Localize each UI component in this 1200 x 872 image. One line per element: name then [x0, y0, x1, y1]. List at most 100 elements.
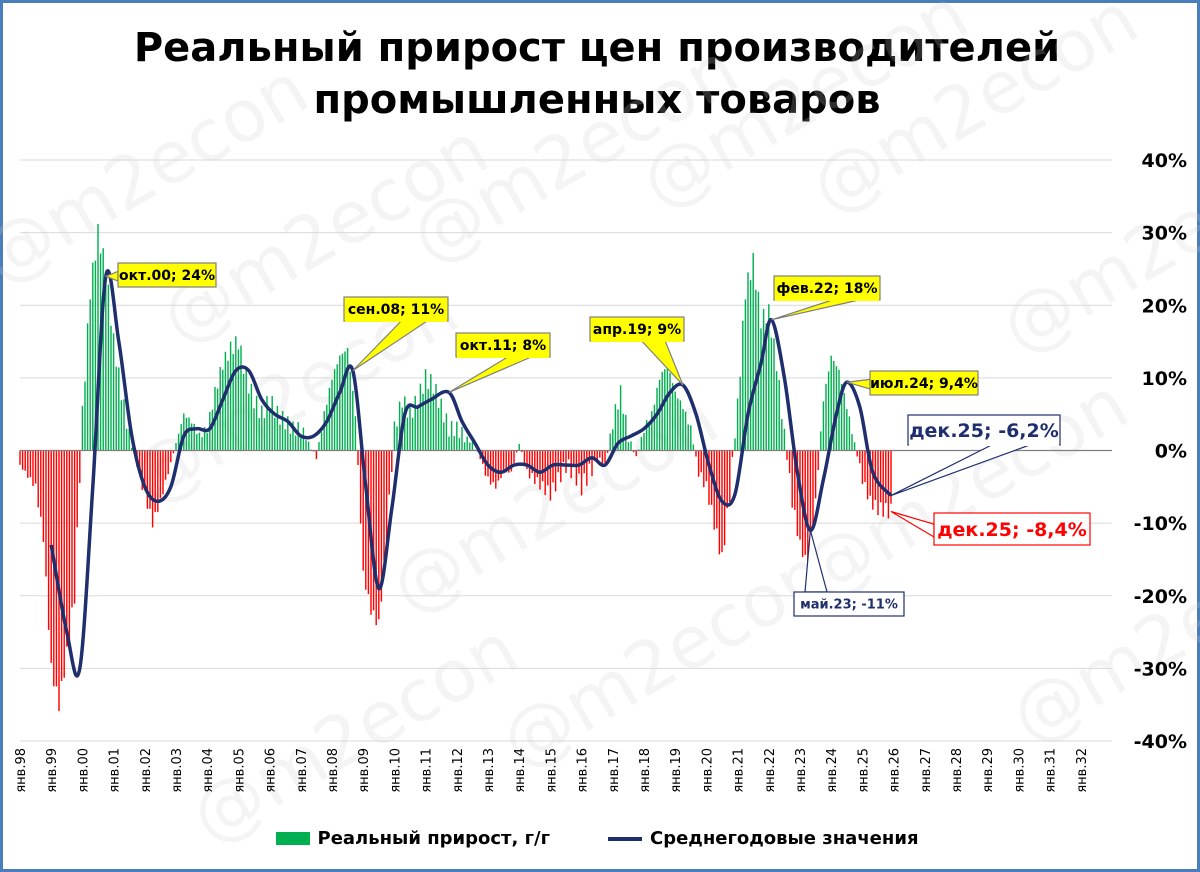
- bar: [107, 284, 110, 451]
- y-tick-label: -20%: [1134, 586, 1187, 608]
- bar: [240, 345, 242, 451]
- x-tick-label: янв.21: [732, 748, 747, 793]
- x-tick-label: янв.27: [919, 748, 934, 793]
- bar: [690, 425, 692, 451]
- bar: [669, 373, 671, 451]
- bar: [593, 450, 596, 461]
- bar: [224, 351, 227, 451]
- bar: [500, 450, 502, 479]
- bar: [653, 404, 656, 451]
- bar: [323, 411, 325, 451]
- bar: [320, 432, 323, 451]
- bar: [872, 450, 874, 510]
- x-tick-label: янв.28: [950, 748, 965, 793]
- bar: [73, 450, 76, 604]
- bar: [375, 450, 377, 626]
- bar: [440, 398, 442, 451]
- bar: [890, 450, 892, 504]
- bar: [427, 388, 429, 451]
- bar: [796, 450, 799, 537]
- callout-label: июл.24; 9,4%: [870, 376, 978, 392]
- bar: [635, 450, 637, 457]
- x-tick-label: янв.20: [700, 748, 715, 793]
- bar: [471, 441, 474, 451]
- x-tick-label: янв.12: [451, 748, 466, 793]
- bar: [209, 411, 211, 451]
- callout-box: [907, 414, 1061, 446]
- bar: [526, 450, 528, 469]
- bar: [791, 450, 793, 508]
- bar: [671, 383, 674, 451]
- bar: [190, 423, 193, 451]
- bar: [333, 369, 336, 451]
- bar: [562, 450, 565, 463]
- bar: [544, 450, 546, 496]
- bar: [289, 433, 292, 451]
- x-tick-label: янв.22: [763, 748, 778, 793]
- bar: [68, 450, 71, 642]
- bar: [378, 450, 380, 620]
- bar: [149, 450, 151, 509]
- bar: [279, 424, 281, 451]
- bar: [744, 299, 747, 451]
- bar: [723, 450, 726, 546]
- bar: [326, 404, 328, 451]
- bar: [882, 450, 884, 517]
- x-tick-label: янв.17: [607, 748, 622, 793]
- callout-label: дек.25; -8,4%: [937, 519, 1087, 541]
- bar: [419, 383, 422, 451]
- bar: [281, 411, 284, 451]
- bar: [666, 362, 669, 451]
- bar: [833, 360, 835, 451]
- bar: [843, 393, 845, 451]
- bar: [125, 428, 128, 451]
- bar: [341, 353, 344, 451]
- bar: [349, 371, 351, 451]
- bar: [159, 450, 162, 499]
- callout-label: окт.11; 8%: [460, 338, 546, 354]
- bar: [261, 405, 263, 451]
- bar: [752, 252, 754, 451]
- bar: [765, 323, 767, 451]
- y-tick-label: 10%: [1142, 368, 1187, 390]
- x-tick-label: янв.05: [232, 748, 247, 793]
- bar: [718, 450, 721, 555]
- x-tick-label: янв.16: [576, 748, 591, 793]
- bar: [443, 422, 445, 451]
- bar: [630, 441, 632, 451]
- x-tick-label: янв.32: [1075, 748, 1090, 793]
- bar: [430, 374, 432, 451]
- bar: [180, 424, 182, 451]
- bar: [453, 436, 455, 451]
- callout-seam: [775, 298, 879, 301]
- bar: [820, 431, 822, 451]
- bar: [679, 400, 682, 451]
- bar: [120, 400, 123, 451]
- x-tick-label: янв.19: [669, 748, 684, 793]
- bar: [411, 417, 414, 451]
- callout-seam: [935, 514, 1089, 517]
- bar: [162, 450, 164, 495]
- bar-series-real-growth: [19, 223, 892, 712]
- bar: [383, 450, 385, 561]
- callout-pointer: [448, 356, 532, 393]
- bar: [391, 450, 393, 473]
- bar: [557, 450, 559, 473]
- bar: [775, 371, 778, 451]
- bar: [346, 348, 349, 451]
- bar: [580, 450, 583, 496]
- bar: [42, 450, 45, 543]
- annual-average-line: [49, 269, 893, 678]
- bar: [859, 450, 861, 464]
- bar: [196, 433, 198, 451]
- bar: [586, 450, 588, 486]
- bar: [128, 428, 130, 451]
- bar: [305, 440, 307, 451]
- bar: [445, 413, 448, 451]
- bar: [86, 323, 89, 451]
- bar: [887, 450, 890, 519]
- bar: [248, 393, 250, 451]
- legend-swatch-bars: [275, 832, 310, 845]
- legend-label-bars: Реальный прирост, г/г: [317, 828, 550, 849]
